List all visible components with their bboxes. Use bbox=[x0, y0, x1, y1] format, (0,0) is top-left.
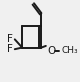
Text: CH₃: CH₃ bbox=[61, 46, 78, 55]
Text: F: F bbox=[7, 34, 13, 44]
Text: O: O bbox=[48, 46, 56, 56]
Text: F: F bbox=[7, 44, 13, 54]
